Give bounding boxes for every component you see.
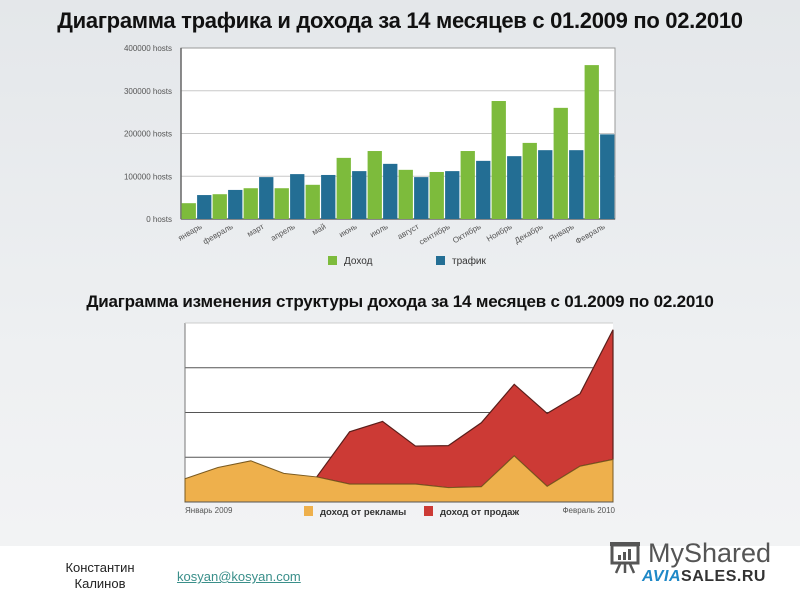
bar-revenue — [553, 107, 568, 219]
logo-myshared-text: MyShared — [648, 538, 772, 568]
bar-revenue — [522, 142, 537, 219]
author-name: Константин Калинов — [50, 560, 150, 592]
bar-traffic — [538, 150, 553, 219]
bar-traffic — [259, 177, 274, 219]
y-tick-label: 200000 hosts — [124, 130, 172, 139]
bar-traffic — [290, 174, 305, 219]
bar-revenue — [336, 157, 351, 219]
legend-swatch — [304, 506, 313, 516]
bar-revenue — [243, 188, 258, 219]
bar-revenue — [305, 184, 320, 219]
bar-revenue — [398, 169, 413, 219]
bar-revenue — [212, 194, 227, 219]
myshared-logo[interactable]: MyShared AVIASALES.RU — [606, 538, 786, 588]
presentation-board-icon — [610, 542, 640, 574]
bar-traffic — [445, 171, 460, 219]
bar-traffic — [476, 160, 491, 219]
bar-traffic — [197, 195, 212, 219]
bar-traffic — [228, 189, 243, 219]
legend-label: доход от рекламы — [320, 507, 406, 518]
bar-revenue — [584, 65, 599, 219]
y-tick-label: 400000 hosts — [124, 44, 172, 53]
author-first-name: Константин — [65, 560, 135, 575]
bar-revenue — [491, 101, 506, 219]
legend-label: трафик — [452, 255, 487, 267]
bar-traffic — [600, 134, 615, 219]
bar-revenue — [429, 171, 444, 219]
legend-label: Доход — [344, 256, 373, 267]
x-label-start: Январь 2009 — [185, 506, 233, 515]
y-tick-label: 0 hosts — [146, 215, 172, 224]
revenue-structure-area-chart: Январь 2009 Февраль 2010 доход от рекламы д… — [184, 322, 616, 518]
bar-revenue — [460, 151, 475, 219]
footer-bar — [0, 546, 800, 600]
bar-revenue — [367, 151, 382, 219]
bar-traffic — [507, 156, 522, 219]
bar-traffic — [383, 163, 398, 219]
traffic-revenue-bar-chart: 0 hosts 100000 hosts 200000 hosts 300000 ho… — [124, 44, 616, 267]
chart-title-traffic: Диаграмма трафика и дохода за 14 месяцев… — [57, 8, 743, 33]
x-label-end: Февраль 2010 — [562, 506, 615, 515]
bar-traffic — [321, 174, 336, 219]
bar-revenue — [274, 188, 289, 219]
legend-swatch — [436, 256, 445, 265]
logo-aviasales-text: AVIASALES.RU — [642, 568, 766, 585]
bar-traffic — [352, 171, 367, 219]
bar-traffic — [569, 150, 584, 219]
bar-revenue — [181, 203, 196, 219]
area-ads — [184, 455, 614, 503]
legend-swatch — [424, 506, 433, 516]
bar-traffic — [414, 177, 429, 219]
legend-label: доход от продаж — [440, 507, 519, 518]
email-link[interactable]: kosyan@kosyan.com — [177, 569, 301, 584]
legend-swatch — [328, 256, 337, 265]
y-tick-label: 300000 hosts — [124, 87, 172, 96]
author-last-name: Калинов — [74, 576, 126, 591]
chart-title-structure: Диаграмма изменения структуры дохода за … — [86, 292, 714, 311]
y-tick-label: 100000 hosts — [124, 172, 172, 181]
